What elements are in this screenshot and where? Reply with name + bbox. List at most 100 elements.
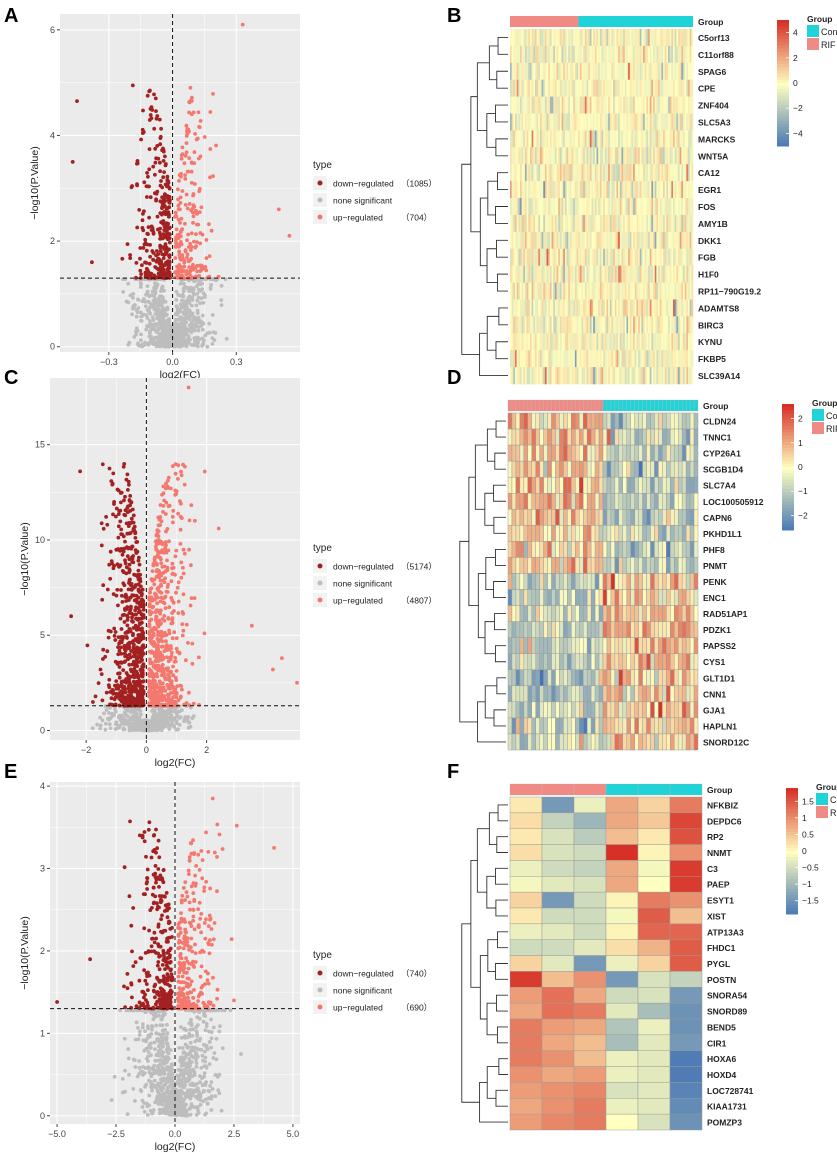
point-up-regulated [206, 924, 211, 928]
point-down-regulated [141, 599, 146, 604]
point-none-regulated [171, 1098, 175, 1103]
point-down-regulated [165, 982, 170, 987]
point-up-regulated [158, 578, 163, 583]
point-down-regulated [115, 587, 120, 592]
point-down-regulated [142, 242, 147, 247]
point-up-regulated [215, 996, 220, 1001]
point-down-regulated [119, 699, 124, 704]
point-none-regulated [176, 1095, 181, 1099]
point-none-regulated [162, 329, 167, 334]
point-up-regulated [187, 202, 192, 206]
point-down-regulated [154, 880, 158, 885]
point-down-regulated [165, 992, 170, 997]
point-down-regulated [163, 275, 168, 280]
point-up-regulated [155, 548, 160, 553]
point-none-regulated [210, 342, 215, 346]
point-up-regulated [153, 679, 157, 683]
point-down-regulated [153, 894, 158, 899]
point-none-regulated [139, 1069, 144, 1074]
point-up-regulated [193, 873, 198, 878]
point-none-regulated [109, 1098, 114, 1102]
point-down-regulated [155, 991, 160, 996]
point-down-regulated [108, 690, 113, 694]
point-up-regulated [203, 265, 208, 269]
point-up-regulated [160, 492, 164, 497]
point-down-regulated [141, 607, 146, 612]
point-none-regulated [113, 709, 118, 714]
point-up-regulated [166, 475, 171, 480]
legend-key-dot-up [317, 597, 323, 603]
point-down-regulated [127, 680, 132, 684]
point-down-regulated [111, 471, 116, 476]
point-down-regulated [152, 940, 157, 945]
point-up-regulated [187, 900, 192, 905]
point-none-regulated [183, 715, 188, 719]
point-up-regulated [165, 585, 170, 589]
point-up-regulated [176, 580, 181, 585]
point-none-regulated [202, 1049, 207, 1054]
point-down-regulated [131, 554, 136, 558]
point-up-regulated [183, 880, 188, 884]
point-none-regulated [156, 706, 161, 711]
point-none-regulated [98, 723, 103, 728]
point-up-regulated [173, 572, 177, 577]
point-down-regulated [163, 154, 167, 159]
point-none-regulated [156, 1013, 161, 1018]
point-none-regulated [138, 1029, 142, 1034]
point-none-regulated [122, 1036, 127, 1041]
point-up-regulated [166, 684, 171, 689]
point-up-regulated [189, 503, 194, 508]
point-up-regulated [206, 850, 211, 854]
point-none-regulated [149, 1074, 154, 1079]
point-none-regulated [123, 711, 127, 715]
point-none-regulated [165, 1031, 170, 1036]
point-none-regulated [156, 335, 161, 340]
point-up-regulated [151, 563, 156, 568]
point-down-regulated [158, 237, 163, 241]
point-up-regulated [187, 547, 192, 552]
plot-background [50, 378, 300, 740]
point-up-regulated [165, 565, 170, 570]
point-none-regulated [159, 289, 163, 293]
point-none-regulated [175, 1110, 180, 1115]
point-none-regulated [153, 312, 158, 316]
point-down-regulated [122, 620, 127, 624]
point-none-regulated [189, 1021, 194, 1026]
y-tick-label: 2 [50, 236, 55, 246]
point-down-regulated [120, 552, 125, 557]
point-up-regulated [161, 484, 166, 489]
point-up-regulated [179, 156, 184, 161]
point-down-regulated [120, 613, 125, 618]
point-up-regulated [148, 657, 152, 662]
point-up-regulated [185, 894, 190, 899]
point-up-regulated [195, 269, 199, 274]
point-down-regulated [147, 167, 152, 172]
point-down-regulated [107, 677, 112, 682]
point-none-regulated [134, 332, 139, 337]
point-none-regulated [137, 1033, 142, 1037]
point-down-regulated [130, 184, 135, 188]
point-down-regulated [127, 662, 132, 667]
point-up-regulated [189, 851, 194, 856]
point-down-regulated [159, 199, 164, 204]
point-up-regulated [163, 689, 168, 693]
point-up-regulated [186, 995, 190, 1000]
point-up-regulated [189, 936, 194, 941]
point-none-regulated [174, 298, 179, 302]
point-up-regulated [164, 639, 168, 644]
point-none-regulated [189, 1060, 194, 1064]
point-down-regulated [162, 170, 167, 175]
point-up-regulated [194, 232, 198, 237]
point-down-regulated [139, 593, 144, 598]
point-none-regulated [103, 727, 108, 732]
point-none-regulated [147, 1093, 152, 1098]
point-up-regulated [184, 192, 189, 197]
point-none-regulated [149, 304, 154, 309]
point-none-regulated [141, 312, 146, 317]
point-none-regulated [153, 1084, 158, 1089]
point-up-regulated [173, 700, 178, 705]
point-up-regulated [165, 527, 170, 531]
point-none-regulated [168, 329, 172, 334]
point-up-regulated [199, 930, 204, 935]
point-down-regulated [129, 697, 134, 702]
